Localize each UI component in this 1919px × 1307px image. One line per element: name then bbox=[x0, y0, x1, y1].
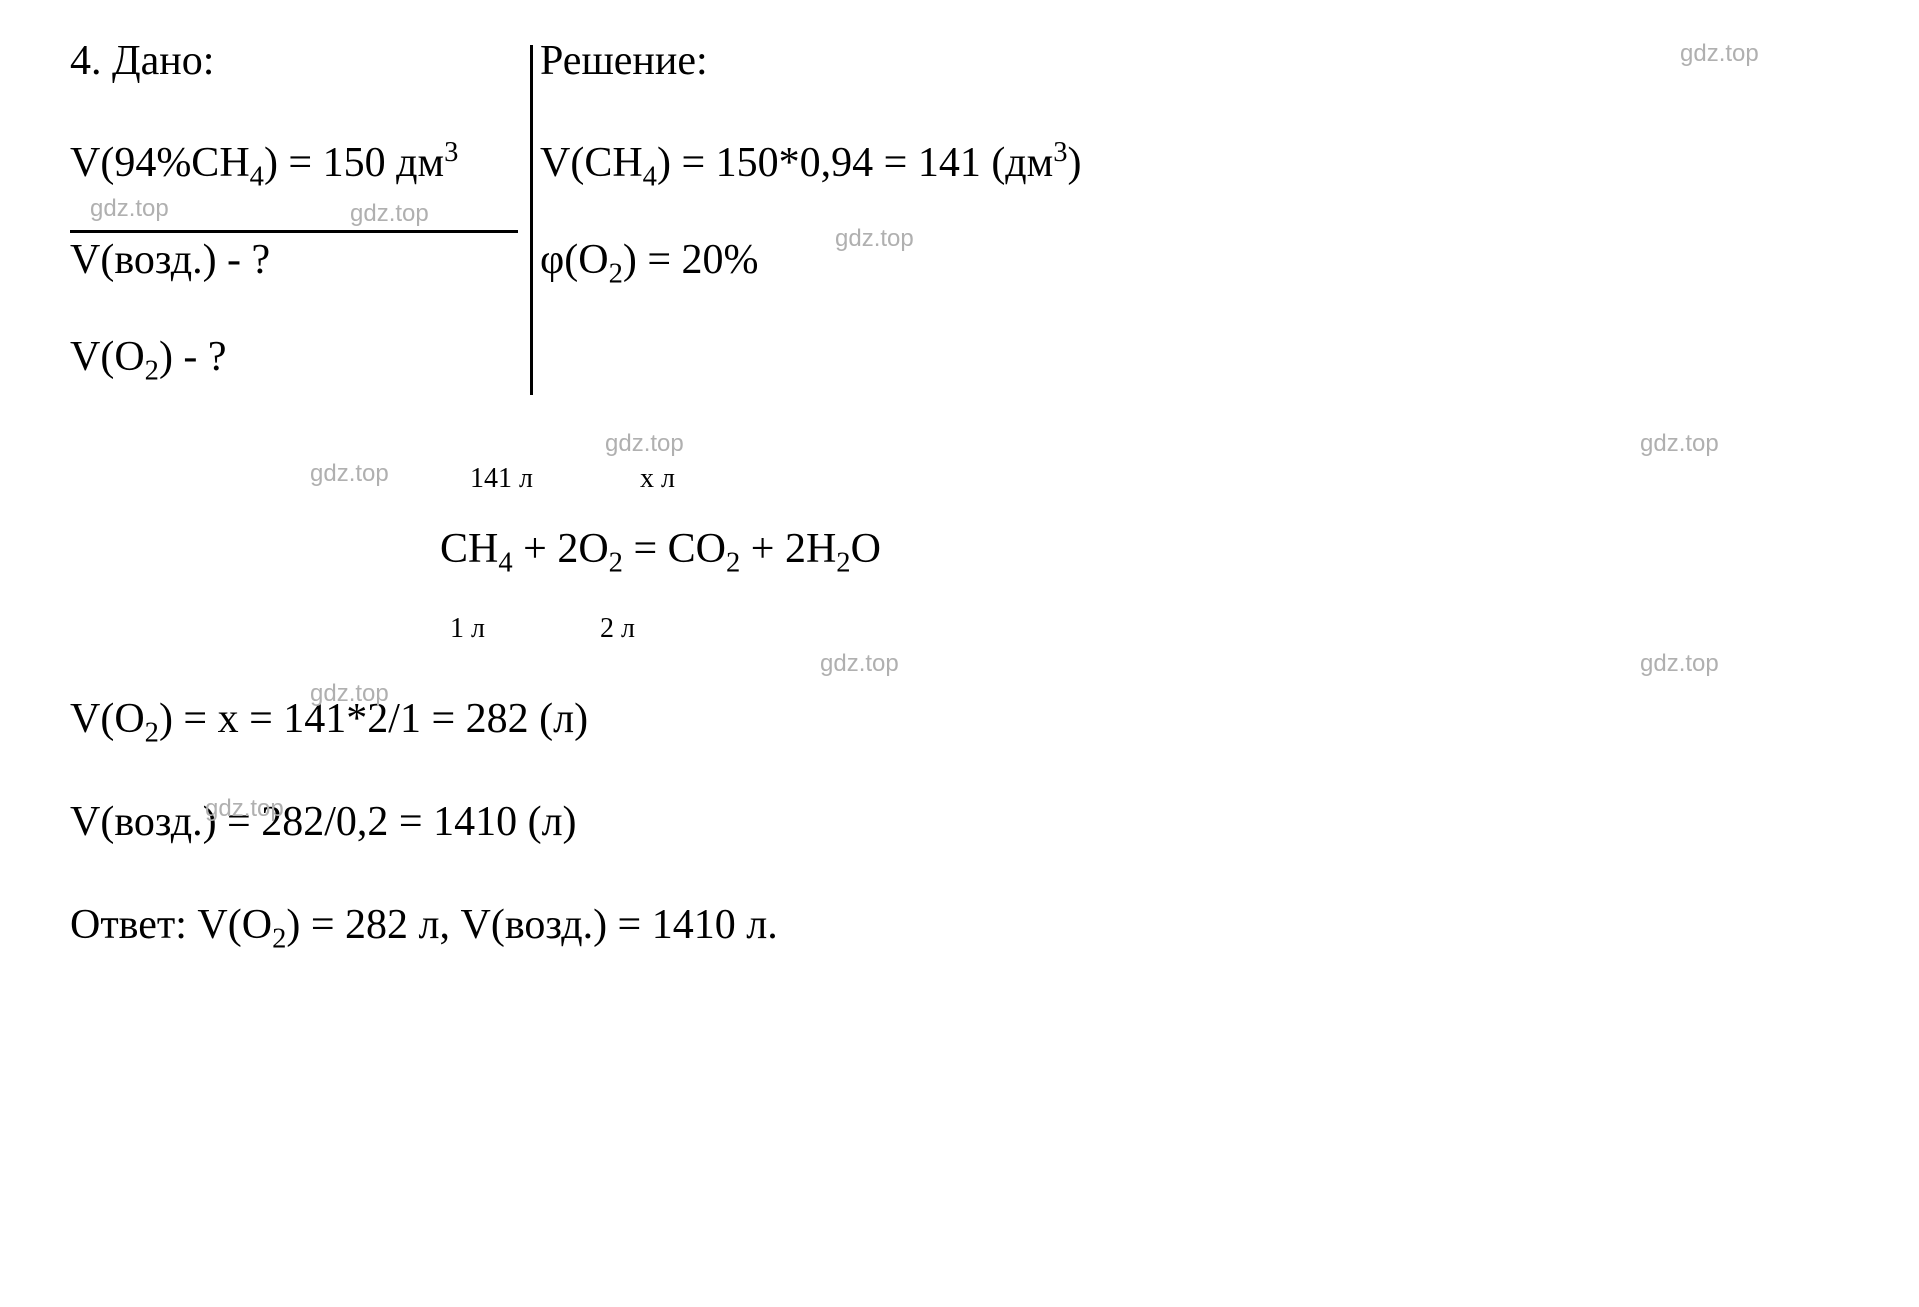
given-line-3: V(O2) - ? bbox=[70, 336, 520, 378]
problem-top-section: 4. Дано: V(94%CH4) = 150 дм3 V(возд.) - … bbox=[70, 40, 1849, 433]
equation-main: CH4 + 2O2 = CO2 + 2H2O bbox=[440, 525, 1849, 573]
answer-line: Ответ: V(O2) = 282 л, V(возд.) = 1410 л. bbox=[70, 901, 1849, 949]
calculations-section: V(O2) = x = 141*2/1 = 282 (л) V(возд.) =… bbox=[70, 695, 1849, 949]
watermark: gdz.top bbox=[820, 650, 899, 678]
equation-section: 141 л x л CH4 + 2O2 = CO2 + 2H2O 1 л 2 л bbox=[440, 463, 1849, 645]
given-header: 4. Дано: bbox=[70, 40, 520, 82]
equation-bottom-labels: 1 л 2 л bbox=[440, 613, 1849, 645]
watermark: gdz.top bbox=[310, 460, 389, 488]
solution-column: Решение: V(CH4) = 150*0,94 = 141 (дм3) φ… bbox=[520, 40, 1082, 336]
eq-bottom-label-2: 2 л bbox=[600, 613, 635, 645]
watermark: gdz.top bbox=[605, 430, 684, 458]
watermark: gdz.top bbox=[1640, 430, 1719, 458]
given-line-1: V(94%CH4) = 150 дм3 bbox=[70, 142, 520, 184]
equation-top-labels: 141 л x л bbox=[440, 463, 1849, 495]
eq-top-label-2: x л bbox=[640, 463, 675, 495]
calc-line-2: V(возд.) = 282/0,2 = 1410 (л) bbox=[70, 798, 1849, 846]
watermark: gdz.top bbox=[1640, 650, 1719, 678]
given-line-2: V(возд.) - ? bbox=[70, 239, 520, 281]
solution-header: Решение: bbox=[540, 40, 1082, 82]
calc-line-1: V(O2) = x = 141*2/1 = 282 (л) bbox=[70, 695, 1849, 743]
given-column: 4. Дано: V(94%CH4) = 150 дм3 V(возд.) - … bbox=[70, 40, 520, 433]
eq-top-label-1: 141 л bbox=[470, 463, 620, 495]
solution-line-1: V(CH4) = 150*0,94 = 141 (дм3) bbox=[540, 142, 1082, 184]
solution-line-2: φ(O2) = 20% bbox=[540, 239, 1082, 281]
eq-bottom-label-1: 1 л bbox=[450, 613, 580, 645]
